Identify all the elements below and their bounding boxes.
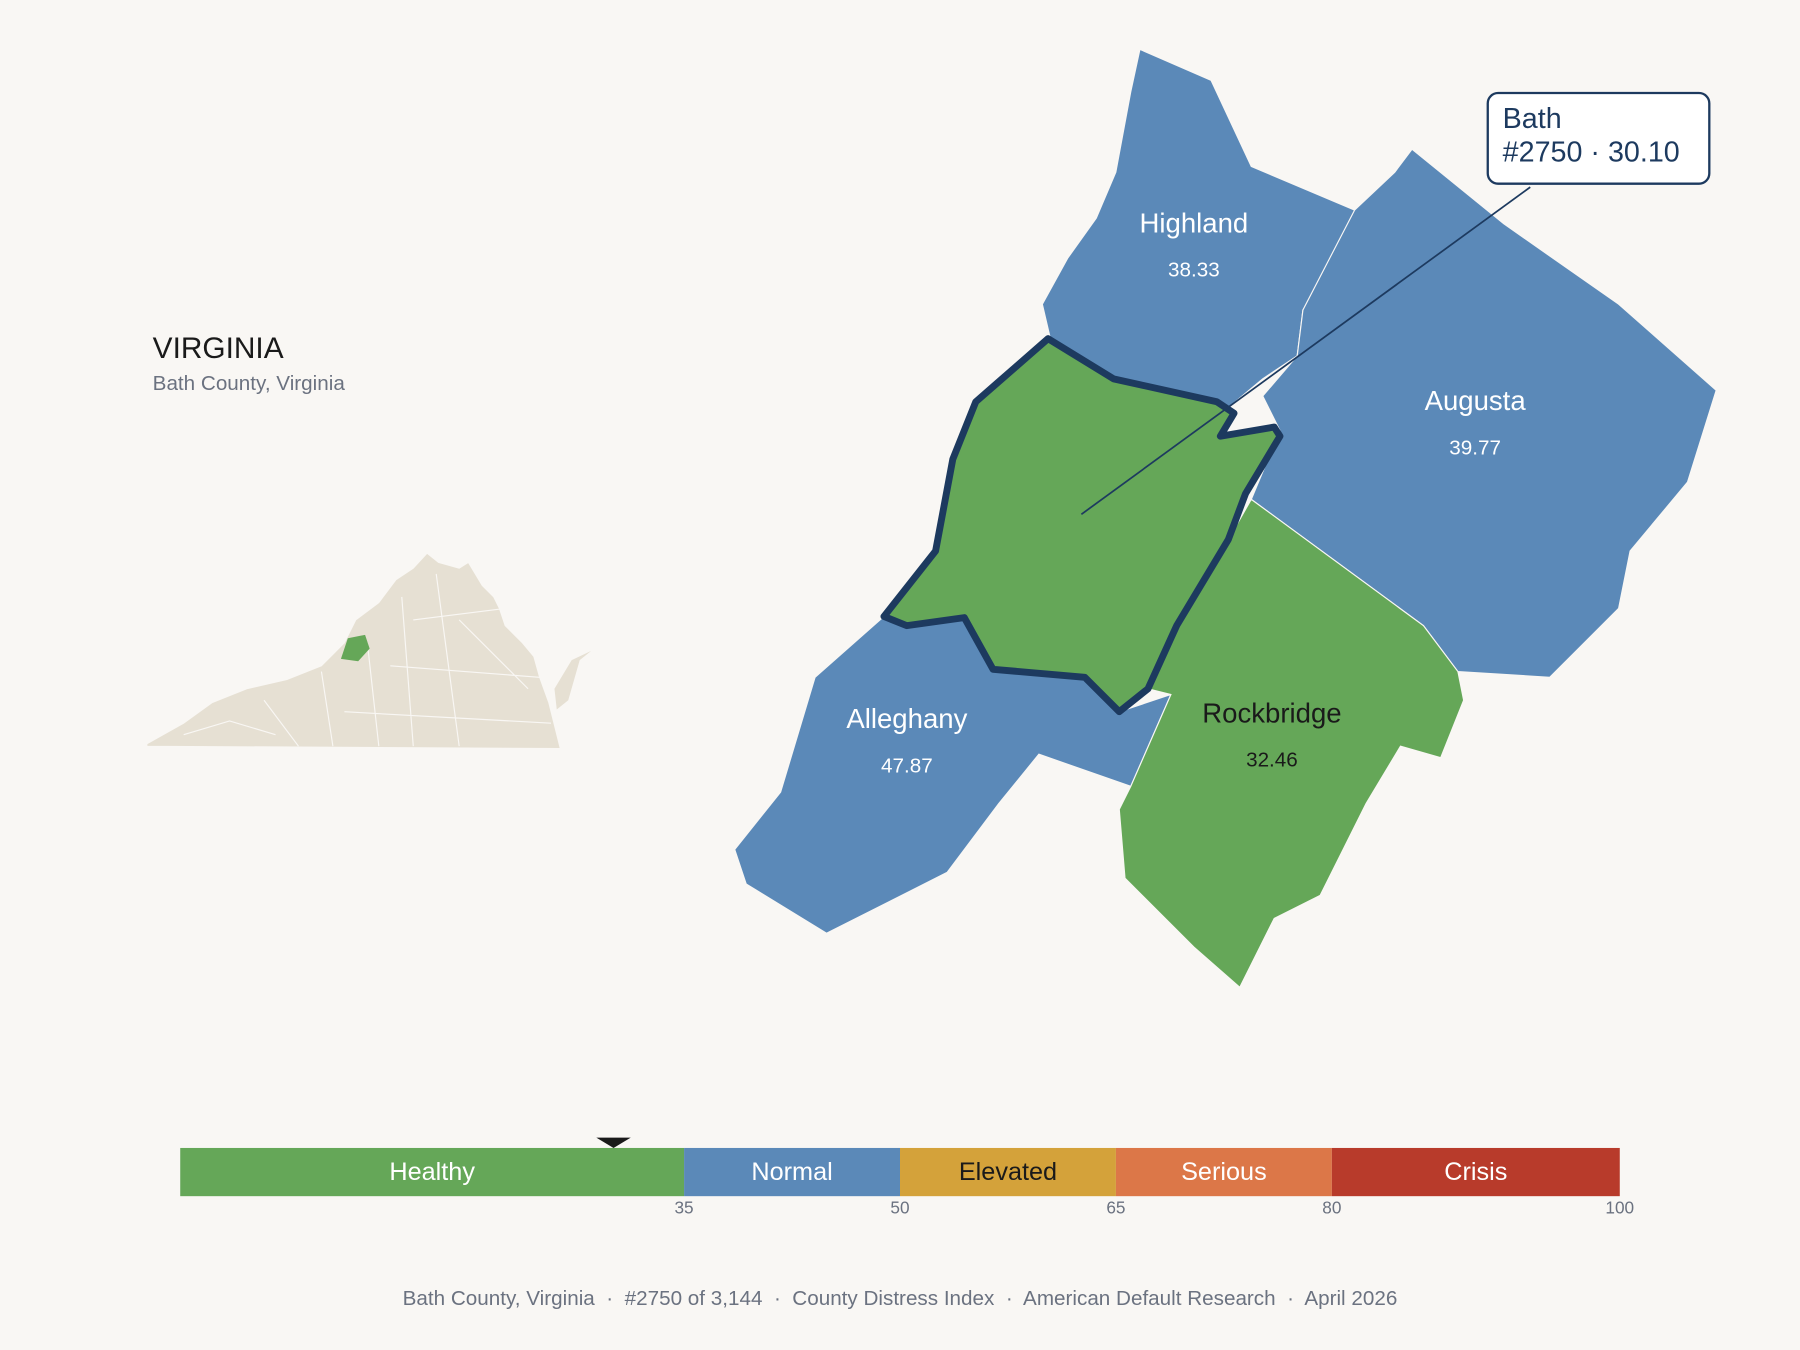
tick-label: 80 — [1322, 1197, 1341, 1217]
county-value: 32.46 — [1246, 749, 1298, 772]
county-name: Highland — [1140, 207, 1249, 238]
band-label: Crisis — [1444, 1158, 1507, 1186]
callout-box — [1486, 91, 1711, 185]
title: VIRGINIA — [153, 332, 284, 365]
tick-label: 65 — [1106, 1197, 1125, 1217]
state-shape — [554, 650, 592, 710]
callout-detail: #2750 · 30.10 — [1503, 136, 1680, 168]
band-label: Serious — [1181, 1158, 1267, 1186]
score-marker — [596, 1137, 631, 1148]
state-inset — [146, 552, 592, 749]
scale-band — [900, 1147, 1116, 1197]
scale-band — [684, 1147, 900, 1197]
callout-title: Bath — [1503, 103, 1562, 135]
county-value: 39.77 — [1449, 436, 1501, 459]
leader-line — [1080, 186, 1531, 515]
county-name: Alleghany — [846, 703, 967, 734]
county-layer — [734, 48, 1717, 989]
footer: Bath County, Virginia · #2750 of 3,144 ·… — [403, 1287, 1398, 1310]
scale-band — [1115, 1147, 1332, 1197]
band-label: Elevated — [959, 1158, 1057, 1186]
county-name: Rockbridge — [1202, 697, 1341, 728]
subtitle: Bath County, Virginia — [153, 372, 346, 395]
scale-band — [1331, 1147, 1620, 1197]
county-borders — [183, 573, 552, 747]
scale-band — [180, 1147, 685, 1197]
selected-inset — [340, 634, 370, 662]
county-value: 38.33 — [1168, 258, 1220, 281]
selected-county[interactable] — [880, 335, 1284, 716]
band-label: Healthy — [389, 1158, 475, 1186]
band-label: Normal — [751, 1158, 832, 1186]
tick-label: 100 — [1605, 1197, 1634, 1217]
county-value: 47.87 — [881, 754, 933, 777]
tick-label: 50 — [890, 1197, 909, 1217]
county-name: Augusta — [1425, 385, 1527, 416]
tick-label: 35 — [674, 1197, 693, 1217]
